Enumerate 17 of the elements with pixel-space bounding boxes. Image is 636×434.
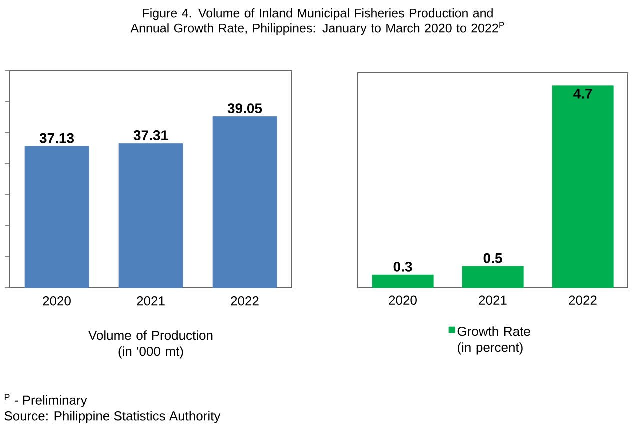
x-tick-label: 2021 <box>479 296 507 305</box>
data-label: 0.5 <box>484 253 502 264</box>
data-label: 39.05 <box>228 104 262 114</box>
x-tick-label: 2020 <box>43 296 71 306</box>
data-label: 37.13 <box>40 133 74 144</box>
data-label: 37.31 <box>134 130 168 140</box>
x-axis-title: Volume of Production (in '000 mt) <box>88 330 213 359</box>
text: Figure 4. Volume of Inland Municipal Fisheries Production and Annual Growth Rate, Philippines: January to March 2020 to 2022$^{P}$ <box>130 8 504 36</box>
x-tick-label: 2022 <box>231 296 259 306</box>
text: $^{P}$ - Preliminary <box>4 394 88 408</box>
data-label: 4.7 <box>573 89 592 99</box>
legend-label: Growth Rate (in percent) <box>458 326 530 355</box>
x-tick-label: 2021 <box>137 296 165 306</box>
source-note: Source: Philippine Statistics Authority <box>4 411 221 424</box>
x-tick-label: 2022 <box>569 296 597 305</box>
x-tick-label: 2020 <box>389 296 417 305</box>
data-label: 0.3 <box>394 262 412 272</box>
